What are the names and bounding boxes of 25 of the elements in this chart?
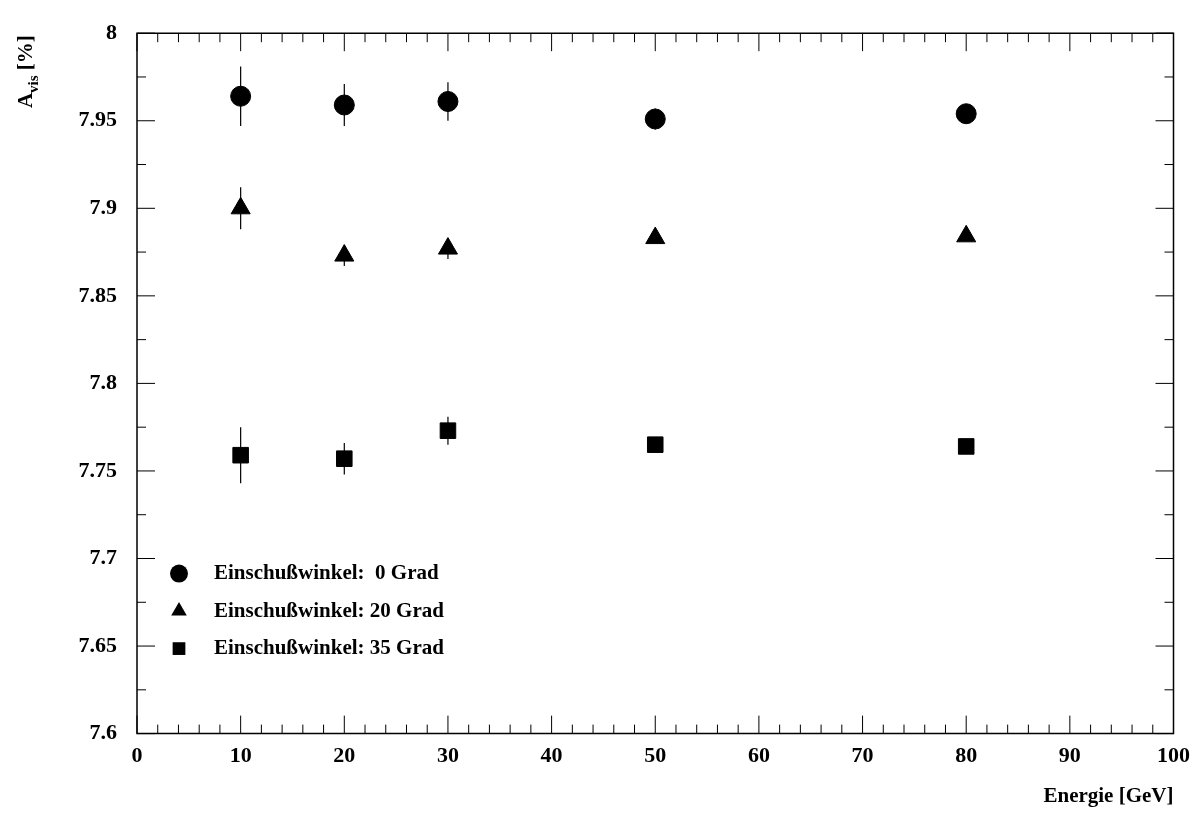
y-tick-label: 7.6 — [89, 719, 117, 745]
y-tick-label: 7.8 — [89, 369, 117, 395]
x-tick-label: 90 — [1058, 742, 1081, 768]
y-tick-label: 7.95 — [78, 106, 117, 132]
legend-label: Einschußwinkel: 0 Grad — [214, 560, 439, 585]
x-tick-label: 80 — [955, 742, 978, 768]
x-tick-label: 0 — [131, 742, 143, 768]
y-tick-label: 7.7 — [89, 544, 117, 570]
x-axis-title: Energie [GeV] — [1043, 782, 1174, 807]
x-tick-label: 50 — [644, 742, 667, 768]
legend-label: Einschußwinkel: 35 Grad — [214, 635, 445, 660]
x-tick-label: 40 — [540, 742, 563, 768]
y-tick-label: 7.65 — [78, 631, 117, 657]
y-tick-label: 7.75 — [78, 456, 117, 482]
y-tick-label: 8 — [106, 18, 117, 44]
y-tick-label: 7.9 — [89, 193, 117, 219]
x-tick-label: 70 — [851, 742, 874, 768]
legend-label: Einschußwinkel: 20 Grad — [214, 597, 445, 622]
y-axis-title: Avis [%] — [13, 35, 41, 109]
x-tick-label: 20 — [333, 742, 356, 768]
x-tick-label: 30 — [436, 742, 459, 768]
x-tick-label: 10 — [229, 742, 252, 768]
y-tick-label: 7.85 — [78, 281, 117, 307]
x-tick-label: 100 — [1157, 742, 1190, 768]
x-tick-label: 60 — [747, 742, 770, 768]
